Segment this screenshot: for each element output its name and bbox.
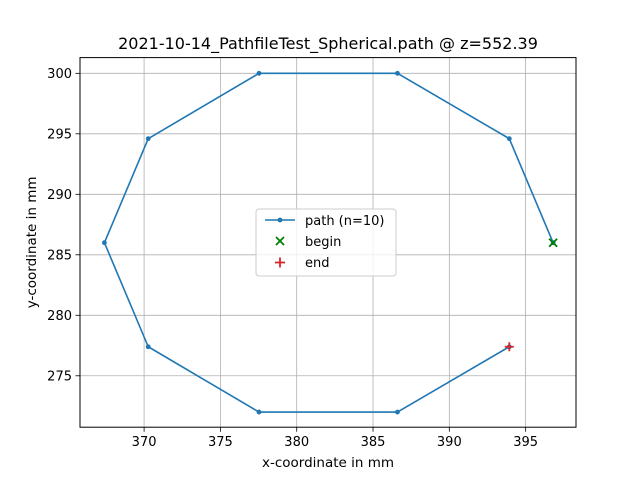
y-tick-label: 300 [47, 67, 72, 82]
plot-area-frame [79, 57, 577, 428]
legend-begin-label: begin [305, 235, 341, 250]
path-point [145, 136, 151, 142]
x-tick-label: 395 [513, 435, 538, 450]
y-tick-label: 285 [47, 248, 72, 263]
begin-marker [548, 238, 558, 248]
legend-begin-marker [275, 236, 285, 246]
y-tick-label: 275 [47, 369, 72, 384]
x-tick-label: 380 [284, 435, 309, 450]
x-axis-label: x-coordinate in mm [262, 455, 394, 471]
path-point [395, 409, 400, 415]
end-marker [504, 342, 514, 352]
legend-end-label: end [305, 256, 330, 271]
y-tick-label: 280 [47, 309, 72, 324]
y-axis-label: y-coordinate in mm [24, 176, 40, 308]
path-point [256, 70, 262, 76]
path-point [102, 240, 107, 246]
path-line [103, 72, 554, 413]
path-point [395, 70, 400, 76]
legend: path (n=10) begin end [255, 208, 397, 277]
x-tick-label: 375 [208, 435, 233, 450]
path-point [506, 136, 512, 142]
x-tick-label: 370 [132, 435, 157, 450]
ticks: 370 375 380 385 390 395 275 280 285 290 295 300 [47, 67, 538, 450]
series-layer [102, 70, 558, 415]
path-point [145, 344, 151, 350]
legend-frame [255, 208, 397, 277]
x-tick-label: 385 [361, 435, 386, 450]
chart-title: 2021-10-14_PathfileTest_Spherical.path @… [118, 34, 538, 54]
path-point [256, 409, 262, 415]
legend-path-marker [277, 217, 283, 223]
legend-path-label: path (n=10) [305, 214, 385, 229]
x-tick-label: 390 [437, 435, 462, 450]
y-tick-label: 290 [47, 188, 72, 203]
legend-end-marker [275, 257, 285, 268]
y-tick-label: 295 [47, 127, 72, 142]
